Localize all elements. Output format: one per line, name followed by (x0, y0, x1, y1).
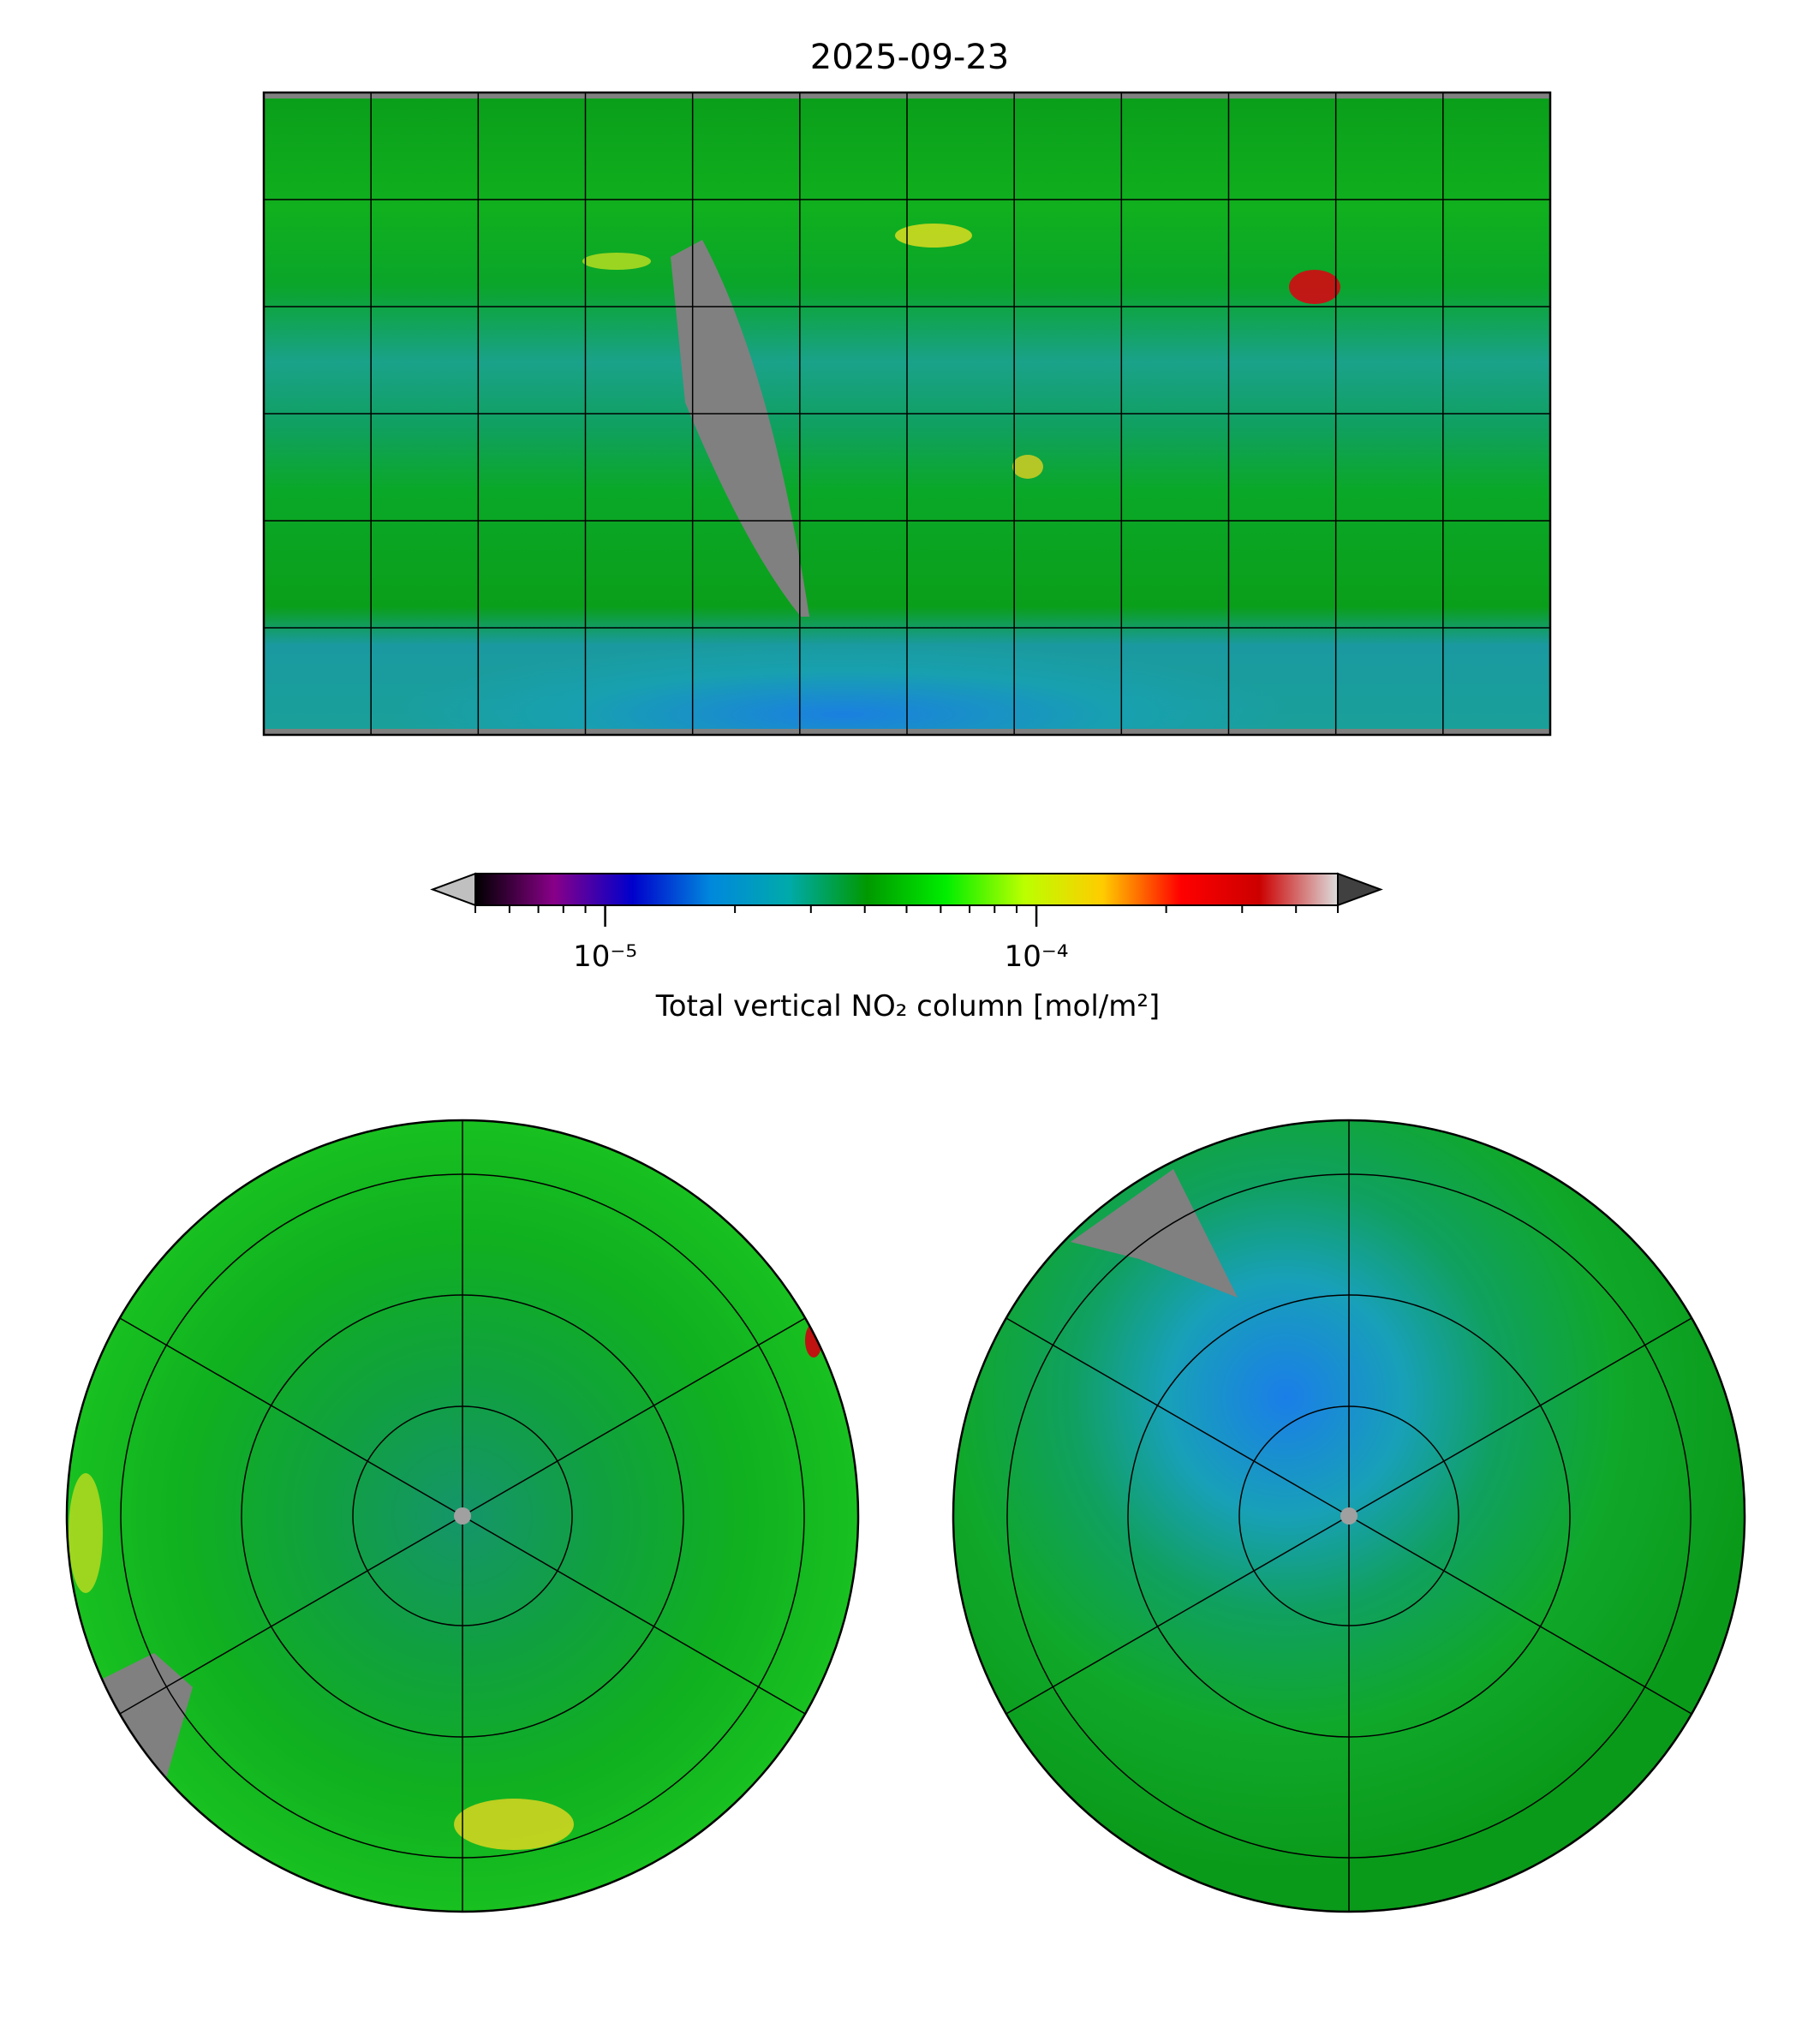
hotspot-us-north (69, 1473, 103, 1593)
colorbar-bar (474, 873, 1339, 906)
colorbar-label: Total vertical NO₂ column [mol/m²] (655, 989, 1161, 1023)
south-polar-map (953, 1120, 1745, 1912)
hotspot-europe-north (454, 1799, 574, 1850)
colorbar-over-extension (1337, 872, 1383, 907)
north-pole-marker (454, 1507, 471, 1525)
no-data-swath (671, 240, 809, 617)
hotspot-east-asia-north (805, 1323, 822, 1358)
global-gridlines (264, 92, 1550, 735)
global-map (264, 92, 1550, 735)
colorbar: 10⁻⁵ 10⁻⁴ Total vertical NO₂ column [mol… (430, 872, 1383, 1023)
north-polar-frame (65, 1119, 860, 1913)
hotspot-europe (895, 224, 972, 248)
hotspot-us (582, 253, 651, 270)
hotspot-east-asia (1289, 270, 1340, 304)
south-polar-gridlines (1000, 1120, 1698, 1912)
south-pole-marker (1340, 1507, 1358, 1525)
global-map-frame (262, 91, 1552, 737)
south-polar-frame (952, 1119, 1746, 1913)
no-data-wedge-north (67, 1653, 193, 1824)
chart-title: 2025-09-23 (810, 38, 1009, 77)
no-data-wedge-south (1071, 1169, 1238, 1298)
colorbar-tick-label-1e-4: 10⁻⁴ (1005, 940, 1069, 974)
colorbar-ticks (474, 905, 1339, 927)
colorbar-tick-label-1e-5: 10⁻⁵ (573, 940, 637, 974)
north-polar-map (67, 1120, 858, 1912)
colorbar-under-extension (430, 872, 476, 907)
hotspot-south-africa (1012, 455, 1043, 479)
